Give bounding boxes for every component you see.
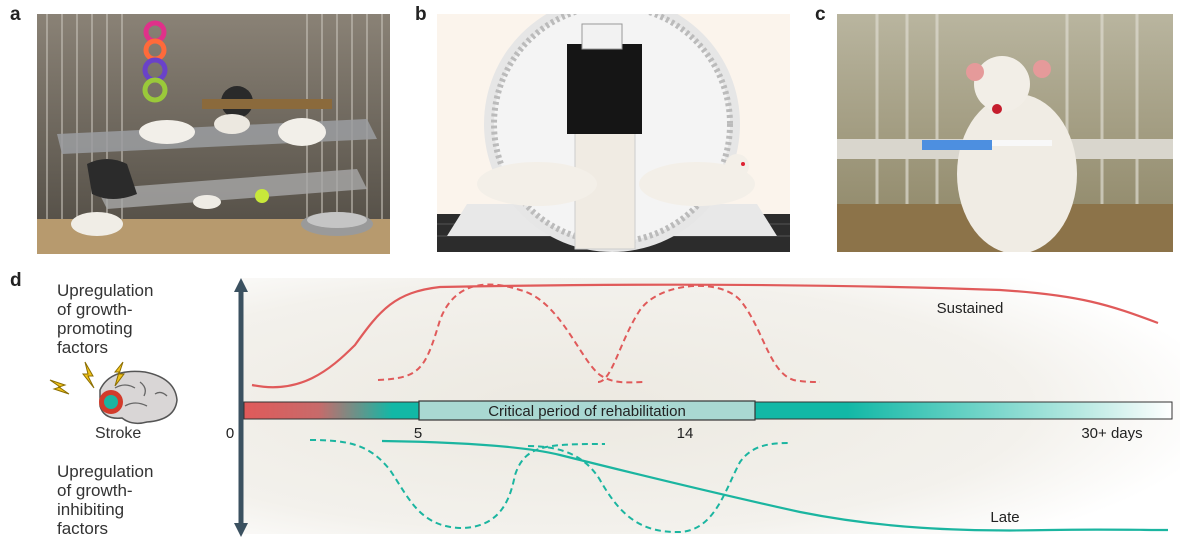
late-inhibiting-curve <box>381 439 1169 532</box>
early-inhibiting-dashed-curve <box>309 439 606 530</box>
growth-promoting-label: Upregulation of growth- promoting factor… <box>57 281 153 357</box>
growth-promoting-label-line-4: factors <box>57 338 109 357</box>
tick-label-14: 14 <box>677 425 694 442</box>
panel-letter-a: a <box>10 4 21 25</box>
growth-inhibiting-label-line-1: Upregulation <box>57 462 154 481</box>
growth-promoting-label-line-2: of growth- <box>57 300 133 319</box>
growth-inhibiting-label-line-2: of growth- <box>57 481 133 500</box>
tick-label-30-days: 30+ days <box>1081 425 1142 442</box>
critical-period-label: Critical period of rehabilitation <box>488 403 686 420</box>
second-inhibiting-dashed-curve <box>527 442 791 534</box>
axis-arrow-down-icon <box>234 523 248 537</box>
tick-label-0: 0 <box>226 425 234 442</box>
rat-running-wheel-photo <box>437 14 790 252</box>
growth-inhibiting-label-line-4: factors <box>57 519 109 538</box>
panel-letter-b: b <box>415 4 427 25</box>
second-promoting-dashed-curve <box>597 284 821 383</box>
critical-period-diagram: Critical period of rehabilitation 0 5 14… <box>226 278 1180 537</box>
stroke-label: Stroke <box>95 425 142 442</box>
panel-letter-c: c <box>815 4 826 25</box>
growth-promoting-label-line-3: promoting <box>57 319 133 338</box>
tick-label-5: 5 <box>414 425 422 442</box>
sustained-promoting-curve <box>251 283 1159 389</box>
axis-arrow-up-icon <box>234 278 248 292</box>
enriched-environment-cage-photo <box>37 14 390 254</box>
panel-letter-d: d <box>10 270 22 291</box>
growth-promoting-label-line-1: Upregulation <box>57 281 154 300</box>
late-label: Late <box>990 509 1019 526</box>
rat-skilled-reaching-photo <box>837 14 1173 252</box>
growth-inhibiting-label-line-3: inhibiting <box>57 500 125 519</box>
growth-inhibiting-label: Upregulation of growth- inhibiting facto… <box>57 462 153 538</box>
early-promoting-dashed-curve <box>377 283 646 384</box>
sustained-label: Sustained <box>937 300 1004 317</box>
brain-stroke-icon <box>45 360 185 426</box>
critical-period-box <box>418 400 756 421</box>
